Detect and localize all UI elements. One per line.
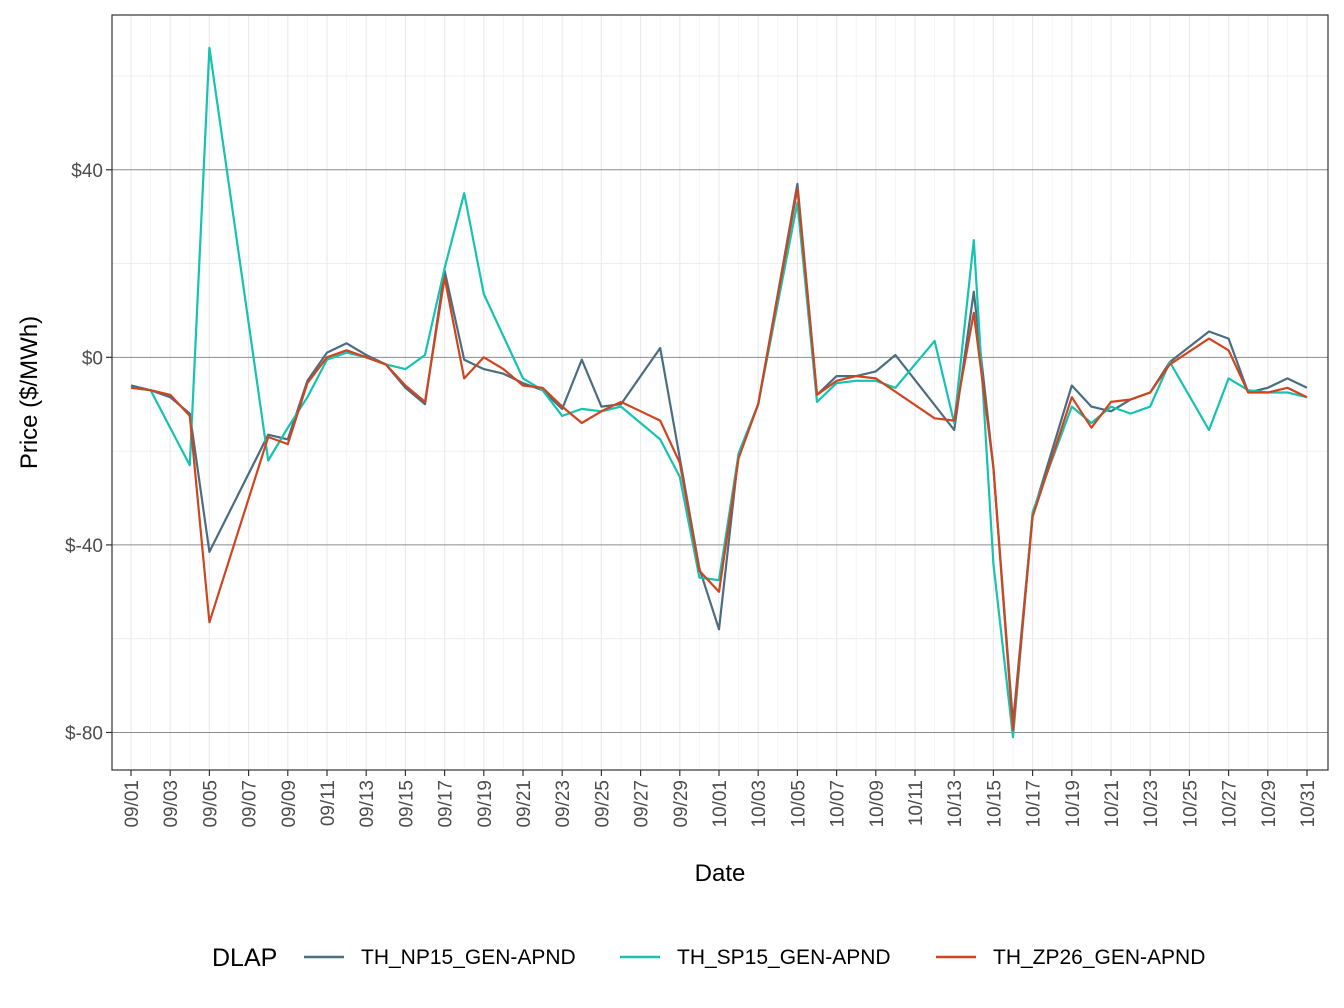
x-tick-label: 09/29 [671,780,692,828]
x-tick-label: 09/11 [318,780,339,826]
plot-panel-border [111,14,1329,771]
series-line [130,187,1308,732]
x-tick-label: 10/15 [984,780,1005,828]
x-tick-label: 09/03 [161,780,182,828]
x-tick-label: 10/21 [1102,780,1123,828]
x-tick-label: 10/31 [1298,780,1319,828]
major-gridlines [112,15,1328,770]
minor-gridlines [112,15,1328,770]
x-tick-label: 09/25 [592,780,613,828]
x-tick-label: 10/11 [906,780,927,826]
x-tick-label: 09/07 [240,780,261,828]
x-tick-label: 09/05 [200,780,221,828]
x-tick-label: 09/23 [553,780,574,828]
legend: DLAP TH_NP15_GEN-APND TH_SP15_GEN-APND TH_… [212,944,1205,972]
y-tick-label: $-40 [65,536,103,557]
y-axis-title: Price ($/MWh) [16,316,43,469]
x-tick-label: 10/29 [1259,780,1280,828]
x-tick-label: 10/25 [1180,780,1201,828]
x-axis: 09/01 09/03 09/05 09/07 09/09 09/11 09/13 09/15… [122,770,1319,828]
x-tick-label: 09/19 [475,780,496,828]
x-tick-label: 09/17 [436,780,457,828]
x-tick-label: 09/09 [279,780,300,828]
x-tick-label: 10/13 [945,780,966,828]
x-tick-label: 10/01 [710,780,731,828]
legend-title: DLAP [212,944,277,972]
legend-entry-label: TH_ZP26_GEN-APND [993,946,1205,969]
legend-entry-label: TH_NP15_GEN-APND [361,946,576,969]
x-tick-label: 10/03 [749,780,770,828]
y-axis: $-80 $-40 $0 $40 [65,161,112,744]
y-tick-label: $0 [82,348,103,369]
x-axis-title: Date [695,860,746,887]
x-tick-label: 10/27 [1220,780,1241,828]
series-lines [130,46,1308,739]
x-tick-label: 09/27 [632,780,653,828]
x-tick-label: 09/01 [122,780,143,828]
x-tick-label: 10/05 [788,780,809,828]
x-tick-label: 09/21 [514,780,535,828]
y-tick-label: $-80 [65,723,103,744]
x-tick-label: 10/23 [1141,780,1162,828]
y-tick-label: $40 [71,161,103,182]
series-line [130,46,1308,739]
legend-entry-label: TH_SP15_GEN-APND [677,946,891,969]
x-tick-label: 10/09 [867,780,888,828]
x-tick-label: 10/19 [1063,780,1084,828]
x-tick-label: 10/07 [828,780,849,828]
x-tick-label: 09/15 [396,780,417,828]
x-tick-label: 09/13 [357,780,378,828]
x-tick-label: 10/17 [1024,780,1045,828]
